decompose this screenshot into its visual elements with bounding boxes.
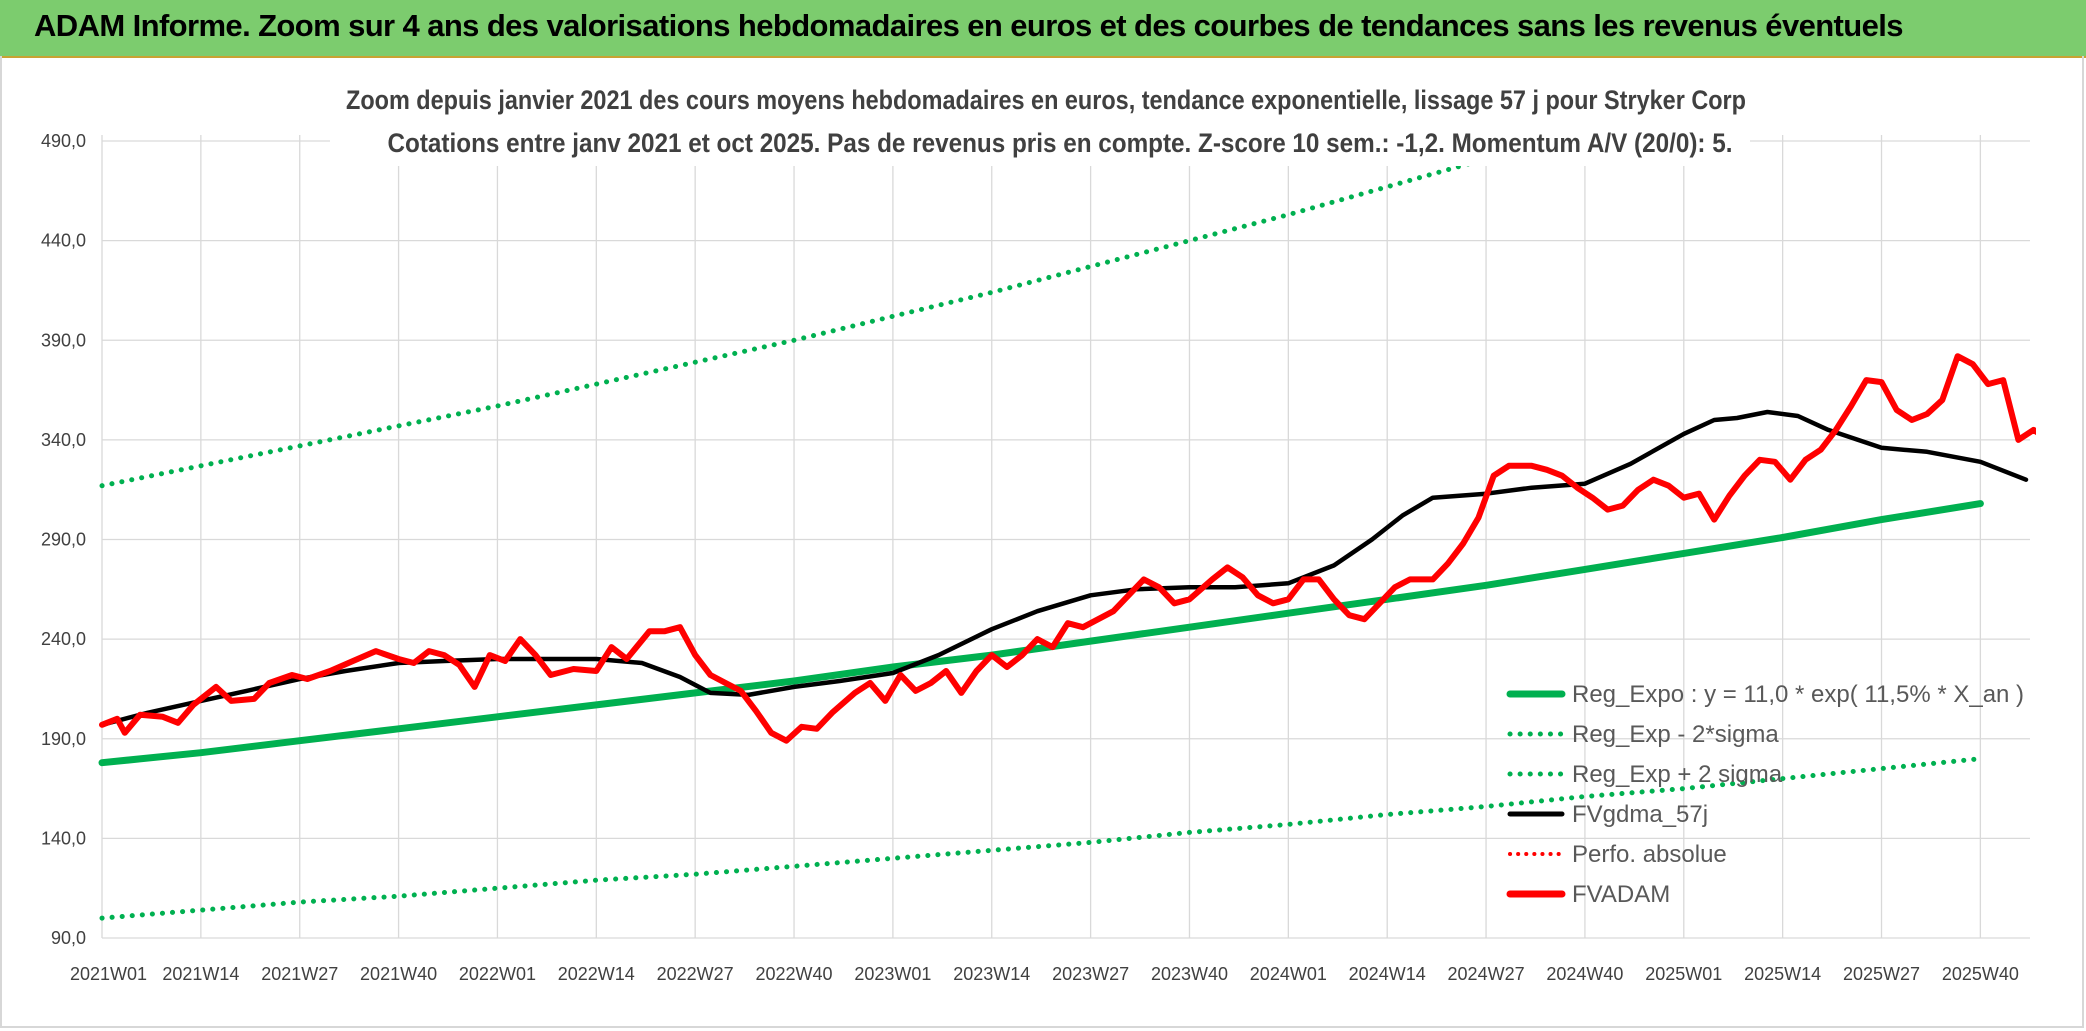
- y-tick-label: 440,0: [41, 231, 86, 251]
- y-tick-label: 290,0: [41, 530, 86, 550]
- report-title: ADAM Informe. Zoom sur 4 ans des valoris…: [34, 8, 1904, 43]
- legend-label-regExpo: Reg_Expo : y = 11,0 * exp( 11,5% * X_an …: [1572, 681, 2024, 708]
- x-tick-label: 2022W01: [459, 964, 536, 984]
- chart-series: [98, 118, 2036, 921]
- x-tick-label: 2023W40: [1151, 964, 1228, 984]
- chart-gridlines: [101, 135, 2030, 939]
- x-tick-label: 2023W14: [953, 964, 1030, 984]
- x-tick-label: 2022W40: [756, 964, 833, 984]
- chart-title: Zoom depuis janvier 2021 des cours moyen…: [346, 85, 1746, 115]
- x-tick-label: 2024W01: [1250, 964, 1327, 984]
- chart-legend: Reg_Expo : y = 11,0 * exp( 11,5% * X_an …: [1506, 681, 2024, 908]
- x-tick-label: 2022W27: [657, 964, 734, 984]
- x-tick-label: 2023W27: [1052, 964, 1129, 984]
- fvadam-line: [99, 353, 2036, 744]
- chart-subtitle: Cotations entre janv 2021 et oct 2025. P…: [388, 128, 1733, 158]
- legend-label-regPlus: Reg_Exp + 2 sigma: [1572, 761, 1783, 788]
- y-tick-label: 190,0: [41, 729, 86, 749]
- chart-frame: [0, 56, 2084, 1028]
- fvgdma-57j-line: [99, 409, 2029, 728]
- x-axis-tick-labels: 2021W01 2021W14 2021W27 2021W40 2022W01 2022W…: [70, 964, 2019, 984]
- x-tick-label: 2021W01: [70, 964, 147, 984]
- report-banner: ADAM Informe. Zoom sur 4 ans des valoris…: [0, 0, 2086, 58]
- legend-label-perfo: Perfo. absolue: [1572, 841, 1727, 868]
- reg-expo-line: [98, 500, 1984, 767]
- y-tick-label: 490,0: [41, 131, 86, 151]
- legend-label-fvadam: FVADAM: [1572, 881, 1670, 908]
- x-tick-label: 2024W40: [1546, 964, 1623, 984]
- x-tick-label: 2025W40: [1942, 964, 2019, 984]
- legend-label-regMinus: Reg_Exp - 2*sigma: [1572, 721, 1779, 748]
- y-tick-label: 90,0: [51, 928, 86, 948]
- x-tick-label: 2025W27: [1843, 964, 1920, 984]
- x-tick-label: 2021W40: [360, 964, 437, 984]
- y-axis-tick-labels: 90,0 140,0 190,0 240,0 290,0 340,0 390,0 440,0 4…: [41, 131, 86, 948]
- y-tick-label: 240,0: [41, 629, 86, 649]
- x-tick-label: 2021W27: [261, 964, 338, 984]
- x-tick-label: 2023W01: [854, 964, 931, 984]
- x-tick-label: 2024W27: [1448, 964, 1525, 984]
- y-tick-label: 340,0: [41, 430, 86, 450]
- x-tick-label: 2025W01: [1645, 964, 1722, 984]
- x-tick-label: 2021W14: [162, 964, 239, 984]
- title-backdrop: [330, 80, 1750, 166]
- y-tick-label: 140,0: [41, 828, 86, 848]
- x-tick-label: 2024W14: [1349, 964, 1426, 984]
- y-tick-label: 390,0: [41, 330, 86, 350]
- reg-exp-minus-2sigma-line: [99, 756, 1983, 921]
- reg-exp-plus-2sigma-line: [99, 118, 1637, 489]
- legend-label-fvgdma: FVgdma_57j: [1572, 801, 1708, 828]
- x-tick-label: 2025W14: [1744, 964, 1821, 984]
- x-tick-label: 2022W14: [558, 964, 635, 984]
